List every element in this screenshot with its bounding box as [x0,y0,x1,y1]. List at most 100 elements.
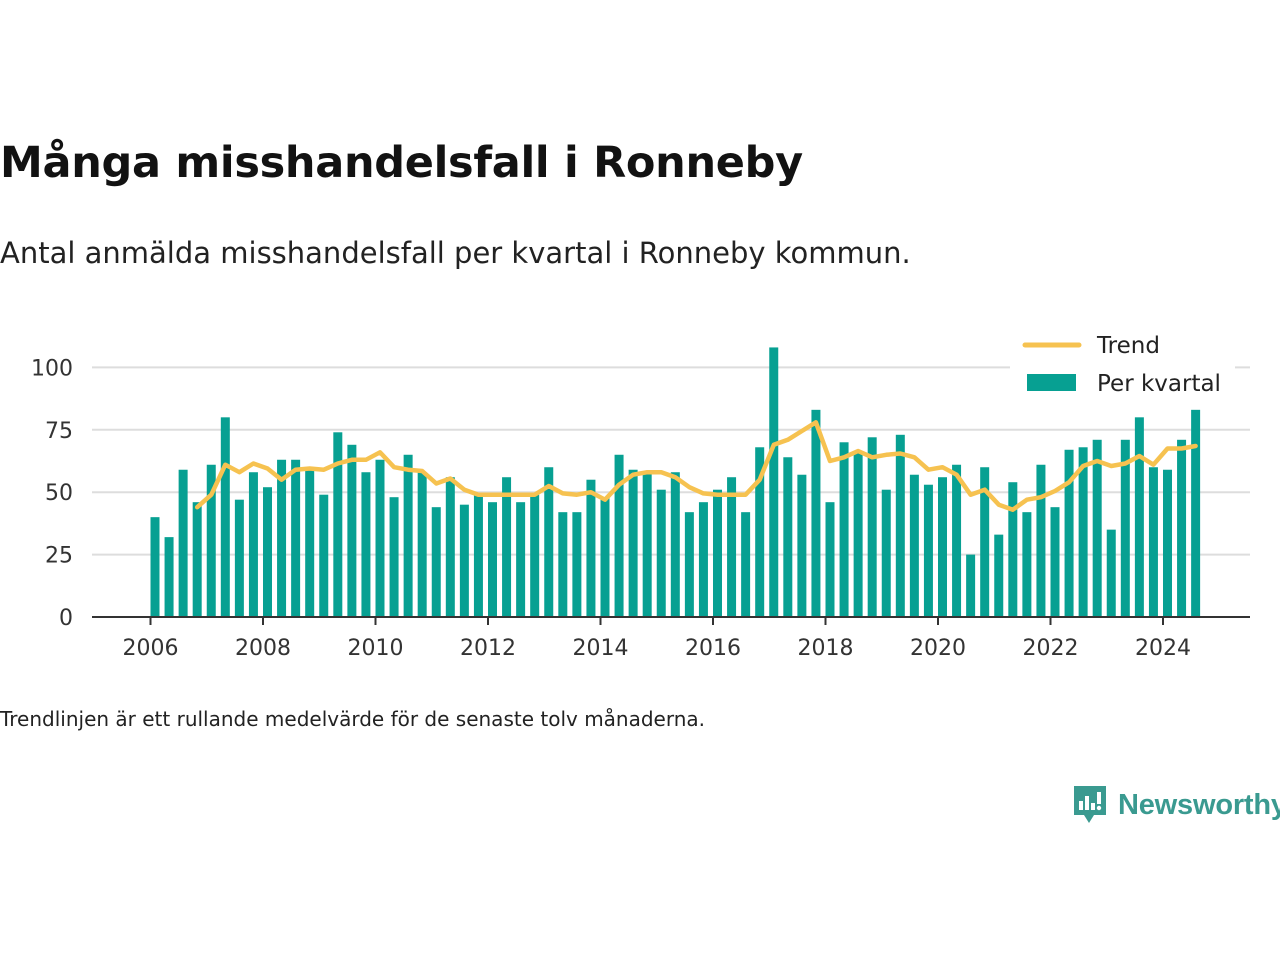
x-tick-label: 2008 [235,636,291,661]
axes: 0 25 50 75 100 2006 2008 2010 2012 2014 2016 2018 20… [31,356,1250,661]
y-tick-label: 100 [31,356,73,381]
brand-logo: Newsworthy [1072,784,1280,826]
bar [741,512,751,617]
bar [361,472,371,617]
bar [881,489,891,617]
bar [853,452,863,617]
legend-trend-label: Trend [1096,333,1160,359]
bar [1148,467,1158,617]
bar [825,502,835,617]
chart-area: 0 25 50 75 100 2006 2008 2010 2012 2014 2016 2018 20… [31,328,1250,661]
bar [389,497,399,617]
x-tick-label: 2016 [685,636,741,661]
x-tick-label: 2018 [798,636,854,661]
bar [516,502,526,617]
bar [319,494,329,617]
bar [530,494,540,617]
x-tick-label: 2024 [1135,636,1191,661]
y-tick-label: 50 [45,481,73,506]
y-tick-label: 0 [59,606,73,631]
bar [459,504,469,617]
bar [1163,469,1172,617]
bar [614,454,624,617]
bar [164,537,174,617]
bar [642,472,652,617]
bar [1036,464,1046,617]
bar [923,484,933,617]
bar [628,469,638,617]
legend-background [1010,328,1235,408]
bar [769,347,779,617]
brand-name: Newsworthy [1118,788,1280,821]
bar [1008,482,1018,617]
bar [333,432,343,617]
bar [895,434,905,617]
bar [966,554,976,617]
bar [684,512,694,617]
chart-subtitle: Antal anmälda misshandelsfall per kvarta… [0,236,911,270]
bar [347,444,357,617]
bar [1078,447,1088,617]
bar [178,469,188,617]
bar [1064,449,1074,617]
bar [952,464,962,617]
x-tick-label: 2006 [123,636,179,661]
bar [445,477,455,617]
bar [1106,529,1116,617]
legend-bar-label: Per kvartal [1097,371,1221,397]
bar [473,494,483,617]
bar [291,459,301,617]
bar [431,507,441,617]
chart-title: Många misshandelsfall i Ronneby [0,138,803,188]
bar [586,479,596,617]
bar [502,477,512,617]
bar [1050,507,1060,617]
trend-series [194,420,1198,512]
x-tick-label: 2020 [910,636,966,661]
bar [600,497,610,617]
x-tick-label: 2014 [573,636,629,661]
bar [811,409,821,617]
bar [277,459,287,617]
trend-line [194,420,1198,512]
x-tick-label: 2012 [460,636,516,661]
bar [909,474,919,617]
bar [698,502,708,617]
bar [713,489,722,617]
bar [656,489,666,617]
bar [150,517,160,617]
bar [1177,439,1187,617]
bar [263,487,272,617]
bar [1022,512,1032,617]
bar [839,442,849,617]
bar [206,464,216,617]
bar [867,437,877,617]
legend: Trend Per kvartal [1010,328,1235,408]
bar [403,454,413,617]
bar [558,512,568,617]
bar [544,467,554,617]
x-tick-label: 2010 [348,636,404,661]
bar [994,534,1004,617]
bar [305,467,315,617]
y-tick-label: 75 [45,419,73,444]
bar [488,502,497,617]
bar [938,477,947,617]
bar [727,477,737,617]
footnote: Trendlinjen är ett rullande medelvärde f… [0,707,706,731]
y-tick-label: 25 [45,544,73,569]
bar [1120,439,1130,617]
bar [783,457,793,617]
legend-bar-swatch [1027,374,1076,391]
bar [220,417,230,617]
bar [572,512,582,617]
bar [1092,439,1102,617]
bar [797,474,807,617]
bar [1134,417,1144,617]
newsworthy-logo-icon [1074,786,1106,823]
bar [234,499,244,617]
x-tick-label: 2022 [1023,636,1079,661]
bar [1191,409,1201,617]
bar [755,447,765,617]
bar [248,472,258,617]
